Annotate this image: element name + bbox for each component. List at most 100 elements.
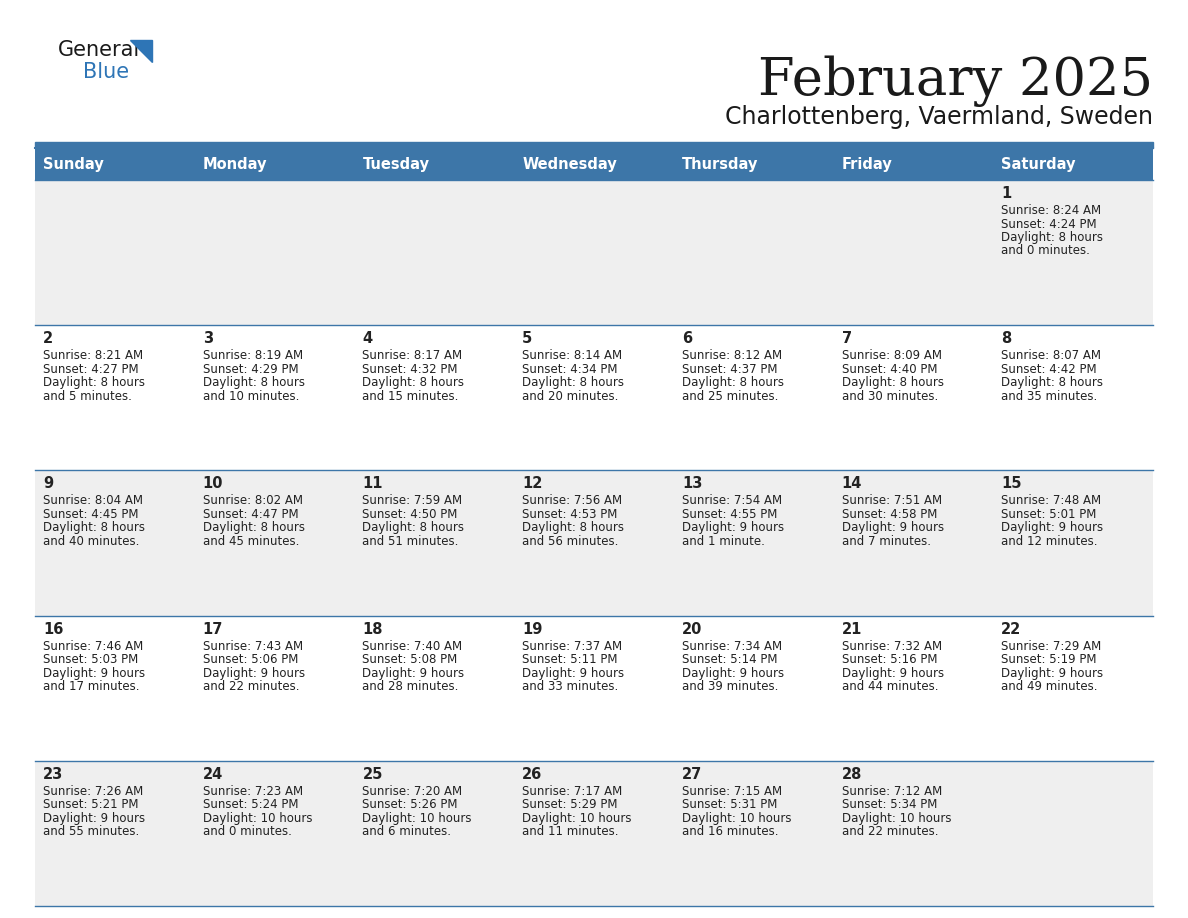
- Text: Sunrise: 7:40 AM: Sunrise: 7:40 AM: [362, 640, 462, 653]
- Text: Sunrise: 7:59 AM: Sunrise: 7:59 AM: [362, 495, 462, 508]
- Text: Sunrise: 7:51 AM: Sunrise: 7:51 AM: [841, 495, 942, 508]
- Text: and 30 minutes.: and 30 minutes.: [841, 390, 937, 403]
- Text: Sunrise: 7:29 AM: Sunrise: 7:29 AM: [1001, 640, 1101, 653]
- Text: Sunset: 5:29 PM: Sunset: 5:29 PM: [523, 799, 618, 812]
- Text: February 2025: February 2025: [758, 55, 1154, 106]
- Text: Daylight: 8 hours: Daylight: 8 hours: [841, 376, 943, 389]
- Text: Daylight: 10 hours: Daylight: 10 hours: [362, 812, 472, 824]
- Bar: [34, 148, 195, 180]
- Bar: [514, 470, 674, 616]
- Text: Sunrise: 7:15 AM: Sunrise: 7:15 AM: [682, 785, 782, 798]
- Text: and 55 minutes.: and 55 minutes.: [43, 825, 139, 838]
- Bar: [993, 470, 1154, 616]
- Text: Daylight: 8 hours: Daylight: 8 hours: [203, 521, 304, 534]
- Text: Daylight: 9 hours: Daylight: 9 hours: [841, 666, 943, 679]
- Text: Saturday: Saturday: [1001, 156, 1076, 172]
- Text: Sunday: Sunday: [43, 156, 103, 172]
- Text: Daylight: 9 hours: Daylight: 9 hours: [523, 666, 624, 679]
- Text: 1: 1: [1001, 186, 1011, 201]
- Text: Daylight: 8 hours: Daylight: 8 hours: [43, 521, 145, 534]
- Text: 21: 21: [841, 621, 862, 636]
- Text: 18: 18: [362, 621, 383, 636]
- Text: and 0 minutes.: and 0 minutes.: [1001, 244, 1091, 258]
- Bar: [34, 616, 195, 761]
- Bar: [34, 180, 195, 325]
- Text: and 56 minutes.: and 56 minutes.: [523, 535, 619, 548]
- Text: Daylight: 8 hours: Daylight: 8 hours: [203, 376, 304, 389]
- Text: and 15 minutes.: and 15 minutes.: [362, 390, 459, 403]
- Text: 6: 6: [682, 331, 691, 346]
- Text: Daylight: 9 hours: Daylight: 9 hours: [1001, 666, 1104, 679]
- Text: Sunrise: 8:09 AM: Sunrise: 8:09 AM: [841, 349, 942, 363]
- Text: Daylight: 9 hours: Daylight: 9 hours: [43, 812, 145, 824]
- Text: Monday: Monday: [203, 156, 267, 172]
- Text: Daylight: 10 hours: Daylight: 10 hours: [682, 812, 791, 824]
- Text: Charlottenberg, Vaermland, Sweden: Charlottenberg, Vaermland, Sweden: [725, 105, 1154, 129]
- Text: Sunset: 5:08 PM: Sunset: 5:08 PM: [362, 653, 457, 666]
- Text: Daylight: 8 hours: Daylight: 8 hours: [362, 521, 465, 534]
- Bar: [834, 761, 993, 906]
- Text: 5: 5: [523, 331, 532, 346]
- Bar: [834, 180, 993, 325]
- Text: Sunset: 4:32 PM: Sunset: 4:32 PM: [362, 363, 457, 375]
- Text: Sunset: 4:37 PM: Sunset: 4:37 PM: [682, 363, 777, 375]
- Text: Friday: Friday: [841, 156, 892, 172]
- Text: Daylight: 8 hours: Daylight: 8 hours: [523, 376, 624, 389]
- Text: and 25 minutes.: and 25 minutes.: [682, 390, 778, 403]
- Polygon shape: [129, 40, 152, 62]
- Text: Sunset: 5:11 PM: Sunset: 5:11 PM: [523, 653, 618, 666]
- Bar: [34, 325, 195, 470]
- Bar: [354, 325, 514, 470]
- Text: Daylight: 9 hours: Daylight: 9 hours: [43, 666, 145, 679]
- Text: Sunrise: 8:14 AM: Sunrise: 8:14 AM: [523, 349, 623, 363]
- Text: 10: 10: [203, 476, 223, 491]
- Text: General: General: [58, 40, 140, 60]
- Text: Wednesday: Wednesday: [523, 156, 617, 172]
- Text: Thursday: Thursday: [682, 156, 758, 172]
- Bar: [674, 325, 834, 470]
- Text: and 39 minutes.: and 39 minutes.: [682, 680, 778, 693]
- Text: Sunset: 5:31 PM: Sunset: 5:31 PM: [682, 799, 777, 812]
- Text: 24: 24: [203, 767, 223, 782]
- Bar: [195, 761, 354, 906]
- Text: 25: 25: [362, 767, 383, 782]
- Text: 3: 3: [203, 331, 213, 346]
- Text: Daylight: 9 hours: Daylight: 9 hours: [1001, 521, 1104, 534]
- Bar: [354, 761, 514, 906]
- Text: Sunset: 5:01 PM: Sunset: 5:01 PM: [1001, 508, 1097, 521]
- Text: Sunrise: 7:46 AM: Sunrise: 7:46 AM: [43, 640, 144, 653]
- Text: 17: 17: [203, 621, 223, 636]
- Text: Sunrise: 8:24 AM: Sunrise: 8:24 AM: [1001, 204, 1101, 217]
- Text: and 44 minutes.: and 44 minutes.: [841, 680, 939, 693]
- Text: Daylight: 9 hours: Daylight: 9 hours: [362, 666, 465, 679]
- Text: and 16 minutes.: and 16 minutes.: [682, 825, 778, 838]
- Bar: [195, 616, 354, 761]
- Text: Sunrise: 7:12 AM: Sunrise: 7:12 AM: [841, 785, 942, 798]
- Text: 4: 4: [362, 331, 373, 346]
- Text: 12: 12: [523, 476, 543, 491]
- Text: Sunset: 5:14 PM: Sunset: 5:14 PM: [682, 653, 777, 666]
- Text: Sunset: 4:24 PM: Sunset: 4:24 PM: [1001, 218, 1097, 230]
- Text: Sunset: 4:34 PM: Sunset: 4:34 PM: [523, 363, 618, 375]
- Text: 7: 7: [841, 331, 852, 346]
- Bar: [993, 180, 1154, 325]
- Text: Blue: Blue: [83, 62, 129, 82]
- Text: Daylight: 10 hours: Daylight: 10 hours: [523, 812, 632, 824]
- Text: Daylight: 10 hours: Daylight: 10 hours: [841, 812, 952, 824]
- Text: Daylight: 8 hours: Daylight: 8 hours: [682, 376, 784, 389]
- Bar: [354, 616, 514, 761]
- Bar: [674, 148, 834, 180]
- Bar: [834, 470, 993, 616]
- Text: Sunrise: 7:48 AM: Sunrise: 7:48 AM: [1001, 495, 1101, 508]
- Text: 19: 19: [523, 621, 543, 636]
- Text: Daylight: 9 hours: Daylight: 9 hours: [682, 521, 784, 534]
- Text: 26: 26: [523, 767, 543, 782]
- Text: Sunset: 4:40 PM: Sunset: 4:40 PM: [841, 363, 937, 375]
- Text: Daylight: 8 hours: Daylight: 8 hours: [1001, 231, 1104, 244]
- Bar: [834, 148, 993, 180]
- Text: Sunset: 5:03 PM: Sunset: 5:03 PM: [43, 653, 138, 666]
- Text: 16: 16: [43, 621, 63, 636]
- Text: Daylight: 8 hours: Daylight: 8 hours: [362, 376, 465, 389]
- Bar: [514, 616, 674, 761]
- Text: and 45 minutes.: and 45 minutes.: [203, 535, 299, 548]
